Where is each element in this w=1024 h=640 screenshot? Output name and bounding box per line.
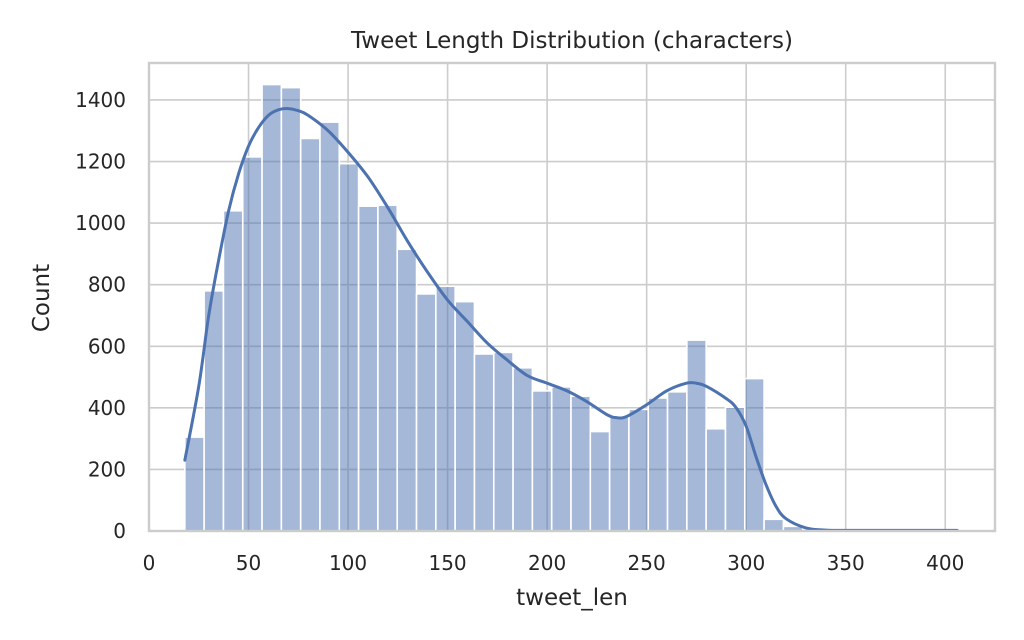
histogram-bar bbox=[550, 386, 572, 532]
x-tick-label: 400 bbox=[926, 551, 964, 575]
histogram-bar bbox=[396, 248, 418, 532]
histogram-bar bbox=[724, 406, 746, 532]
histogram-bar bbox=[628, 408, 650, 532]
histogram-bar bbox=[280, 86, 302, 532]
histogram-bar bbox=[241, 156, 263, 532]
histogram-bar bbox=[705, 427, 727, 532]
histogram-bar bbox=[435, 285, 456, 532]
y-axis-label: Count bbox=[29, 264, 55, 332]
histogram-bar bbox=[512, 367, 534, 532]
y-tick-labels: 0 200 400 600 800 1000 1200 1400 bbox=[75, 88, 126, 543]
plot-frame bbox=[147, 61, 997, 533]
histogram-bars bbox=[184, 83, 958, 532]
histogram-bar bbox=[377, 204, 399, 532]
x-tick-label: 350 bbox=[827, 551, 865, 575]
x-tick-labels: 0 50 100 150 200 250 300 350 400 bbox=[143, 551, 965, 575]
histogram-bar bbox=[473, 353, 495, 532]
y-tick-label: 1000 bbox=[75, 211, 126, 235]
histogram-bar bbox=[319, 121, 341, 532]
histogram-bar bbox=[338, 162, 360, 532]
x-tick-label: 0 bbox=[143, 551, 156, 575]
histogram-bar bbox=[531, 390, 553, 532]
histogram-bar bbox=[686, 339, 707, 532]
histogram-bar bbox=[415, 293, 437, 532]
x-tick-label: 150 bbox=[428, 551, 466, 575]
histogram-bar bbox=[222, 209, 244, 532]
histogram-bar bbox=[666, 391, 688, 532]
histogram-bar bbox=[763, 518, 785, 532]
histogram-bar bbox=[299, 137, 321, 532]
y-tick-label: 0 bbox=[113, 519, 126, 543]
x-tick-label: 100 bbox=[329, 551, 367, 575]
y-tick-label: 600 bbox=[88, 334, 126, 358]
y-tick-label: 800 bbox=[88, 273, 126, 297]
y-tick-label: 200 bbox=[88, 457, 126, 481]
histogram-bar bbox=[492, 351, 514, 532]
y-tick-label: 400 bbox=[88, 396, 126, 420]
histogram-bar bbox=[589, 430, 611, 532]
kde-curve bbox=[183, 107, 959, 532]
x-tick-label: 250 bbox=[628, 551, 666, 575]
x-tick-label: 50 bbox=[236, 551, 261, 575]
x-tick-label: 200 bbox=[528, 551, 566, 575]
y-tick-label: 1200 bbox=[75, 150, 126, 174]
histogram-bar bbox=[608, 416, 630, 532]
histogram-bar bbox=[357, 205, 379, 532]
y-tick-label: 1400 bbox=[75, 88, 126, 112]
histogram-bar bbox=[454, 300, 476, 532]
x-axis-label: tweet_len bbox=[516, 585, 628, 611]
x-tick-label: 300 bbox=[727, 551, 765, 575]
chart-title: Tweet Length Distribution (characters) bbox=[350, 28, 793, 54]
histogram-bar bbox=[647, 397, 669, 532]
histogram-bar bbox=[570, 395, 592, 532]
histogram-bar bbox=[261, 83, 283, 532]
